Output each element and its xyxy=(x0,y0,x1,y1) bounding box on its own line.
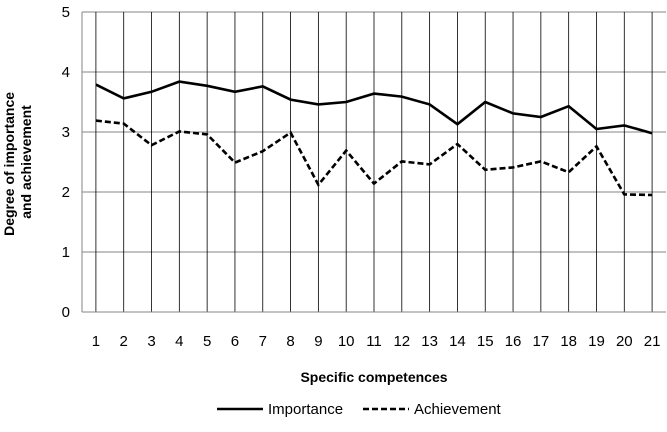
x-tick-label-2: 2 xyxy=(120,333,128,350)
y-tick-label-5: 5 xyxy=(62,4,70,21)
x-tick-label-15: 15 xyxy=(477,333,494,350)
x-axis-title: Specific competences xyxy=(300,369,447,385)
x-tick-label-7: 7 xyxy=(259,333,267,350)
x-tick-label-10: 10 xyxy=(338,333,355,350)
x-tick-label-18: 18 xyxy=(560,333,577,350)
x-tick-label-6: 6 xyxy=(231,333,239,350)
legend: Importance Achievement xyxy=(217,401,502,418)
x-tick-label-9: 9 xyxy=(314,333,322,350)
y-axis-title-line-1: Degree of importance xyxy=(1,92,17,236)
y-axis-title-line-2: and achievement xyxy=(18,105,34,219)
series-lines xyxy=(95,80,653,197)
x-tick-label-17: 17 xyxy=(533,333,550,350)
x-tick-label-21: 21 xyxy=(644,333,661,350)
x-tick-label-19: 19 xyxy=(588,333,605,350)
x-tick-label-11: 11 xyxy=(366,333,382,350)
legend-label-importance: Importance xyxy=(268,401,343,418)
x-tick-label-20: 20 xyxy=(616,333,633,350)
x-tick-label-5: 5 xyxy=(203,333,211,350)
x-tick-label-14: 14 xyxy=(449,333,466,350)
series-line-importance xyxy=(95,80,653,135)
y-tick-label-0: 0 xyxy=(62,304,70,321)
x-tick-label-1: 1 xyxy=(92,333,100,350)
x-tick-label-12: 12 xyxy=(393,333,410,350)
y-tick-label-1: 1 xyxy=(62,244,70,261)
y-tick-label-3: 3 xyxy=(62,124,70,141)
y-axis-title: Degree of importance and achievement xyxy=(1,88,34,236)
x-tick-label-16: 16 xyxy=(505,333,522,350)
y-tick-labels: 0 1 2 3 4 5 xyxy=(62,4,70,321)
y-tick-label-2: 2 xyxy=(62,184,70,201)
x-tick-label-13: 13 xyxy=(421,333,438,350)
x-tick-labels: 1 2 3 4 5 6 7 8 9 10 11 12 13 14 15 16 17 18 19 20 21 xyxy=(92,333,661,350)
series-line-achievement xyxy=(95,119,653,197)
x-tick-label-3: 3 xyxy=(147,333,155,350)
legend-label-achievement: Achievement xyxy=(414,401,502,418)
x-tick-label-8: 8 xyxy=(286,333,294,350)
y-tick-label-4: 4 xyxy=(62,64,70,81)
x-tick-label-4: 4 xyxy=(175,333,183,350)
